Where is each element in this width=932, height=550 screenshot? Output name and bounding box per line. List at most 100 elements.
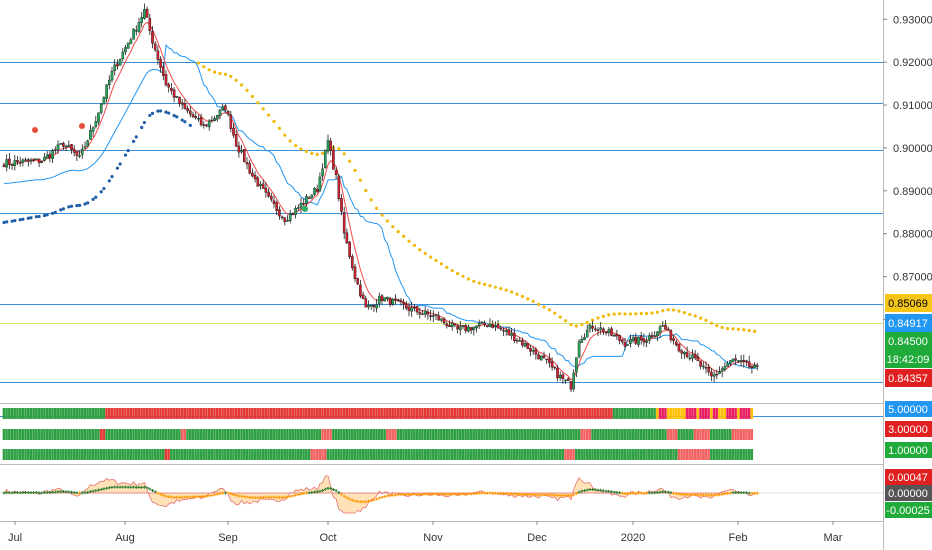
trailing-stop-dot bbox=[547, 308, 552, 312]
indicator-bar bbox=[107, 449, 111, 460]
indicator-bar bbox=[164, 429, 168, 440]
candle-body bbox=[334, 170, 338, 176]
candle-body bbox=[283, 217, 287, 223]
indicator-bar bbox=[16, 449, 19, 460]
candle-body bbox=[345, 232, 349, 244]
indicator-bar bbox=[345, 408, 349, 419]
indicator-bar bbox=[610, 429, 613, 440]
indicator-bar bbox=[494, 429, 497, 440]
candle-body bbox=[583, 337, 586, 341]
signal-marker bbox=[634, 491, 638, 495]
indicator-bar bbox=[456, 429, 459, 440]
indicator-bar bbox=[229, 429, 232, 440]
trailing-stop-dot bbox=[132, 139, 136, 143]
candle-body bbox=[121, 51, 125, 59]
signal-marker bbox=[288, 494, 292, 498]
indicator-bar bbox=[539, 429, 543, 440]
indicator-bar bbox=[132, 429, 135, 440]
indicator-bar bbox=[529, 408, 532, 419]
indicator-bar bbox=[685, 429, 689, 440]
candle-body bbox=[172, 89, 176, 98]
indicator-bar bbox=[475, 408, 478, 419]
candle-body bbox=[321, 168, 324, 177]
oscillator-panel bbox=[0, 475, 883, 514]
indicator-bar bbox=[350, 449, 354, 460]
indicator-bar bbox=[215, 429, 219, 440]
candle-body bbox=[329, 140, 333, 151]
indicator-bar bbox=[251, 408, 254, 419]
trailing-stop-dot bbox=[709, 321, 714, 325]
signal-marker bbox=[745, 491, 748, 495]
signal-marker bbox=[53, 490, 57, 494]
candle-body bbox=[531, 350, 535, 352]
candle-body bbox=[275, 202, 279, 211]
signal-marker bbox=[591, 488, 595, 492]
candle-body bbox=[480, 321, 484, 324]
indicator-bar bbox=[156, 449, 160, 460]
trailing-stop-dot bbox=[51, 211, 55, 215]
candle-body bbox=[253, 175, 257, 180]
indicator-bar bbox=[86, 408, 89, 419]
indicator-bar bbox=[583, 449, 586, 460]
indicator-bar bbox=[615, 429, 619, 440]
indicator-bar bbox=[553, 429, 556, 440]
candle-body bbox=[467, 326, 470, 332]
indicator-bar bbox=[291, 449, 295, 460]
indicator-bar bbox=[683, 449, 686, 460]
indicator-bar bbox=[329, 408, 332, 419]
indicator-bar bbox=[299, 408, 303, 419]
indicator-bar bbox=[488, 408, 492, 419]
indicator-bar bbox=[602, 408, 605, 419]
candle-body bbox=[472, 326, 476, 331]
signal-marker bbox=[221, 491, 225, 495]
indicator-bar bbox=[296, 449, 300, 460]
indicator-bar bbox=[86, 429, 89, 440]
indicator-bar bbox=[701, 449, 705, 460]
trailing-stop-dot bbox=[639, 311, 643, 316]
indicator-bar bbox=[645, 408, 648, 419]
signal-marker bbox=[680, 492, 684, 496]
indicator-bar bbox=[472, 429, 475, 440]
candle-body bbox=[80, 148, 84, 155]
indicator-bar bbox=[159, 429, 162, 440]
signal-marker bbox=[504, 491, 508, 495]
candle-body bbox=[140, 17, 144, 23]
signal-marker bbox=[439, 492, 443, 496]
candle-body bbox=[432, 315, 435, 317]
signal-marker bbox=[728, 491, 732, 495]
indicator-bar bbox=[310, 449, 313, 460]
indicator-bar bbox=[226, 449, 230, 460]
indicator-bar bbox=[56, 429, 60, 440]
signal-marker bbox=[337, 490, 341, 494]
indicator-bar bbox=[531, 449, 535, 460]
indicator-bar bbox=[642, 408, 646, 419]
indicator-bar bbox=[234, 429, 238, 440]
price-axis[interactable]: 0.930000.920000.910000.900000.890000.880… bbox=[883, 0, 932, 550]
indicator-bar bbox=[496, 449, 500, 460]
indicator-bar bbox=[153, 449, 157, 460]
candle-body bbox=[477, 323, 481, 326]
trailing-stop-dot bbox=[123, 153, 128, 157]
candle-body bbox=[461, 325, 465, 328]
signal-marker bbox=[645, 491, 649, 495]
indicator-bar bbox=[602, 429, 605, 440]
indicator-bar bbox=[720, 449, 724, 460]
indicator-bar bbox=[593, 408, 597, 419]
candle-body bbox=[54, 149, 57, 151]
trailing-stop-dot bbox=[78, 203, 82, 207]
indicator-bar bbox=[251, 429, 254, 440]
indicator-bar bbox=[502, 429, 505, 440]
indicator-bar bbox=[342, 429, 346, 440]
signal-marker bbox=[426, 492, 430, 496]
time-axis[interactable]: Jul Aug Sep Oct Nov Dec 2020 Feb Mar bbox=[8, 521, 843, 544]
indicator-bar bbox=[372, 429, 376, 440]
signal-marker bbox=[685, 493, 689, 497]
candle-body bbox=[145, 8, 149, 18]
indicator-bar bbox=[80, 429, 84, 440]
signal-marker bbox=[183, 495, 187, 499]
indicator-bar bbox=[175, 408, 178, 419]
signal-marker bbox=[318, 489, 322, 493]
indicator-bar bbox=[626, 449, 629, 460]
indicator-bar bbox=[434, 408, 438, 419]
indicator-bar bbox=[315, 449, 319, 460]
